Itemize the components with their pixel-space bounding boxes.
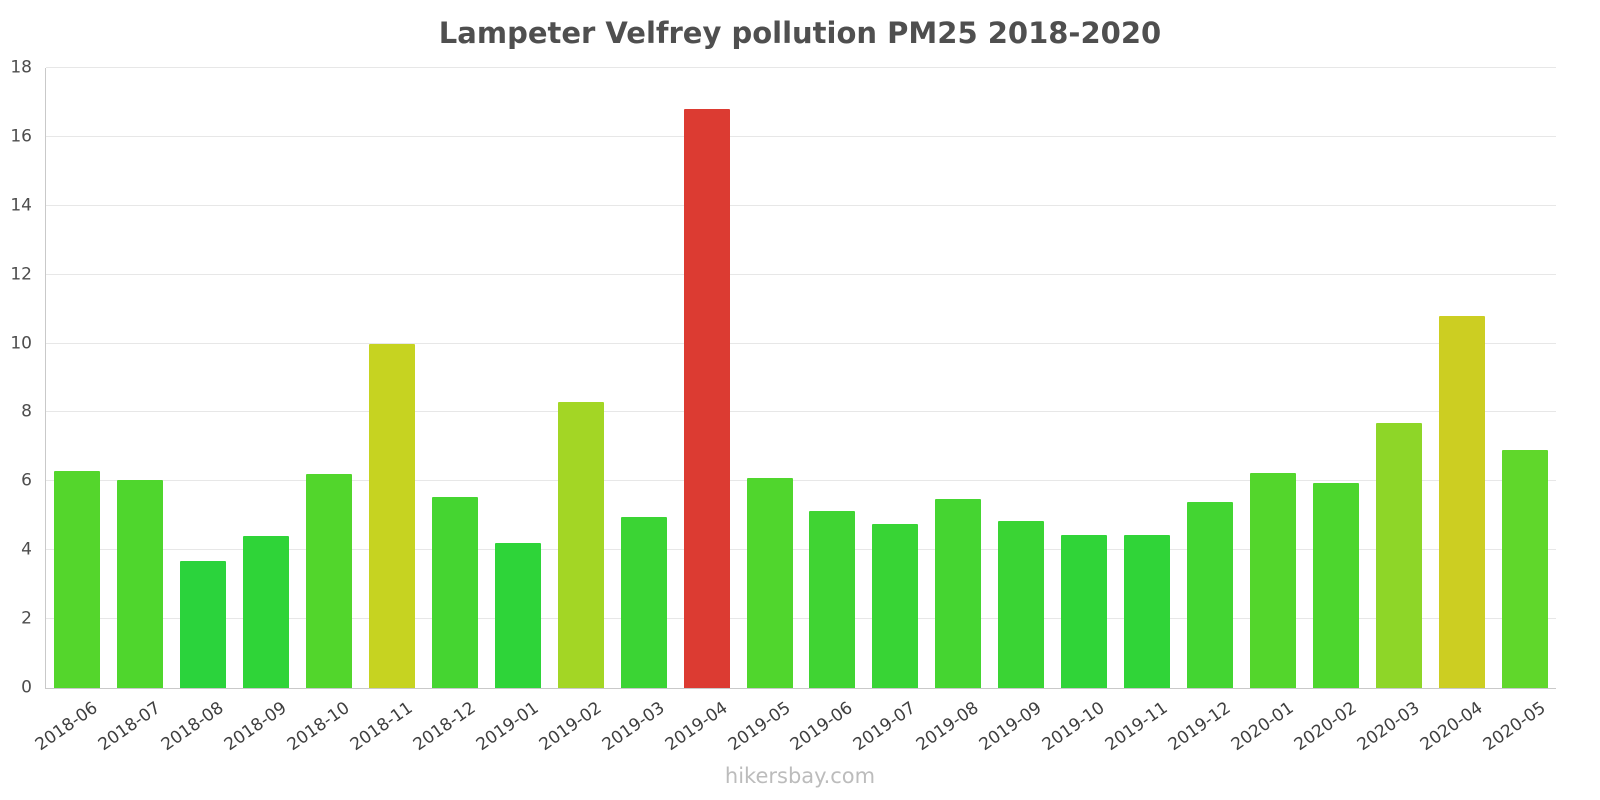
gridline <box>46 204 1556 206</box>
bar <box>369 344 415 688</box>
gridline <box>46 273 1556 275</box>
bar <box>809 511 855 688</box>
watermark: hikersbay.com <box>724 764 876 788</box>
bar <box>1124 535 1170 688</box>
bar <box>1376 423 1422 688</box>
gridline <box>46 618 1556 620</box>
bar <box>998 521 1044 688</box>
gridline <box>46 67 1556 68</box>
bar <box>54 471 100 688</box>
y-axis-label: 2 <box>21 608 32 629</box>
gridline <box>46 135 1556 137</box>
bar <box>1439 316 1485 688</box>
bar <box>935 499 981 688</box>
bar <box>432 497 478 688</box>
gridline <box>46 411 1556 413</box>
y-axis-label: 4 <box>21 539 32 560</box>
y-axis-labels: 0 2 4 6 8 10 12 14 16 18 <box>0 59 38 696</box>
bar <box>1502 450 1548 688</box>
bar <box>243 536 289 688</box>
bar <box>117 480 163 688</box>
gridline <box>46 549 1556 551</box>
y-axis-label: 6 <box>21 470 32 491</box>
bar <box>1187 502 1233 688</box>
bar <box>747 478 793 688</box>
y-axis-label: 0 <box>21 677 32 698</box>
chart-title: Lampeter Velfrey pollution PM25 2018-202… <box>438 16 1162 50</box>
bar <box>306 474 352 688</box>
y-axis-label: 10 <box>10 333 32 354</box>
y-axis-label: 12 <box>10 264 32 285</box>
y-axis-label: 16 <box>10 126 32 147</box>
bar <box>1061 535 1107 688</box>
x-axis-label: 2020-05 <box>1479 698 1550 756</box>
bar <box>495 543 541 688</box>
bar <box>1313 483 1359 688</box>
gridline <box>46 480 1556 482</box>
y-axis-label: 14 <box>10 195 32 216</box>
x-axis-labels: 2018-06 2018-07 2018-08 2018-09 2018-10 2018-… <box>32 694 1555 758</box>
y-axis-label: 8 <box>21 401 32 422</box>
y-axis-label: 18 <box>10 57 32 78</box>
bar <box>872 524 918 688</box>
bar <box>621 517 667 688</box>
gridline <box>46 342 1556 344</box>
bar <box>180 561 226 688</box>
bar <box>558 402 604 688</box>
bar <box>684 109 730 688</box>
bar <box>1250 473 1296 688</box>
plot-area <box>45 67 1556 689</box>
